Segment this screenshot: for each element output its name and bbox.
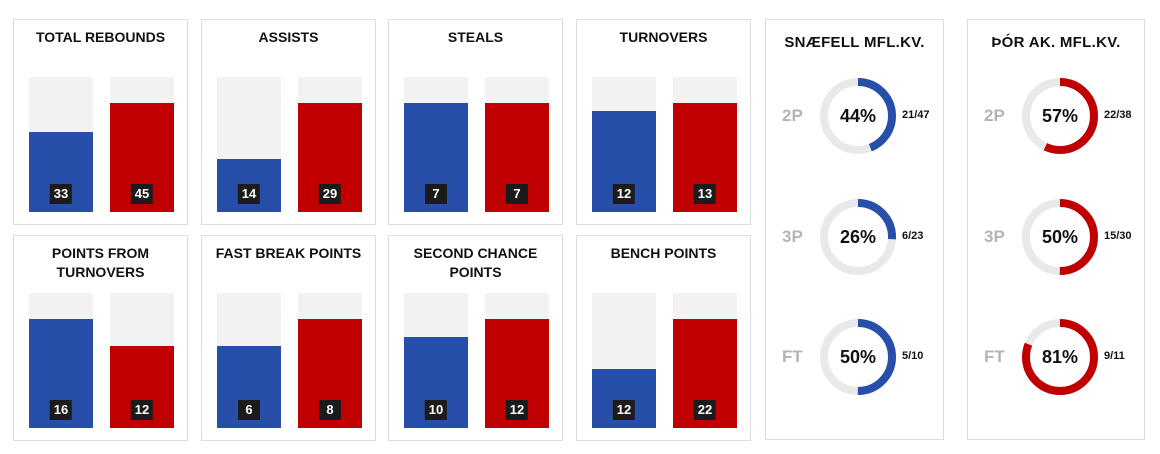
donut-chart: 26% xyxy=(818,197,898,277)
away-bar-track: 7 xyxy=(485,77,549,212)
away-bar-track: 29 xyxy=(298,77,362,212)
away-value: 7 xyxy=(506,184,528,204)
stat-card-total-rebounds: TOTAL REBOUNDS 33 45 xyxy=(13,19,188,225)
donut-arc xyxy=(1022,199,1098,275)
made-attempted: 21/47 xyxy=(902,109,930,121)
shooting-card-home: SNÆFELL MFL.KV. 2P 44% 21/47 3P 26% 6/23… xyxy=(765,19,944,440)
stat-title: FAST BREAK POINTS xyxy=(215,245,362,261)
shooting-row-ft: FT 81% 9/11 xyxy=(968,317,1144,407)
stat-title: ASSISTS xyxy=(258,29,319,45)
home-value: 33 xyxy=(49,184,73,204)
donut-arc xyxy=(1022,78,1098,154)
donut-chart: 57% xyxy=(1020,76,1100,156)
home-value: 12 xyxy=(612,184,636,204)
away-value: 45 xyxy=(130,184,154,204)
donut-chart: 44% xyxy=(818,76,898,156)
shot-type-label: 2P xyxy=(984,106,1005,125)
stat-card-assists: ASSISTS 14 29 xyxy=(201,19,376,225)
away-bar-track: 12 xyxy=(485,293,549,428)
shot-percentage: 50% xyxy=(1041,227,1079,247)
shot-type-label: FT xyxy=(984,347,1005,366)
stat-title: POINTS FROM TURNOVERS xyxy=(51,245,150,280)
shot-type-label: 2P xyxy=(782,106,803,125)
home-value: 6 xyxy=(238,400,260,420)
team-name: ÞÓR AK. MFL.KV. xyxy=(991,34,1121,51)
shot-percentage: 81% xyxy=(1041,347,1079,367)
shooting-row-3p: 3P 26% 6/23 xyxy=(766,197,943,287)
stat-title: TURNOVERS xyxy=(619,29,708,45)
stat-title: SECOND CHANCE POINTS xyxy=(413,245,538,280)
shooting-row-2p: 2P 44% 21/47 xyxy=(766,76,943,166)
home-value: 7 xyxy=(425,184,447,204)
shot-type-label: FT xyxy=(782,347,803,366)
home-value: 14 xyxy=(237,184,261,204)
stat-card-points-from-turnovers: POINTS FROM TURNOVERS 16 12 xyxy=(13,235,188,441)
home-bar-track: 14 xyxy=(217,77,281,212)
stat-title: TOTAL REBOUNDS xyxy=(35,29,166,45)
shot-percentage: 26% xyxy=(839,227,877,247)
stat-card-steals: STEALS 7 7 xyxy=(388,19,563,225)
shooting-card-away: ÞÓR AK. MFL.KV. 2P 57% 22/38 3P 50% 15/3… xyxy=(967,19,1145,440)
shot-percentage: 57% xyxy=(1041,106,1079,126)
home-bar-track: 33 xyxy=(29,77,93,212)
away-bar-track: 22 xyxy=(673,293,737,428)
made-attempted: 6/23 xyxy=(902,230,924,242)
shooting-row-2p: 2P 57% 22/38 xyxy=(968,76,1144,166)
donut-arc xyxy=(820,78,896,154)
home-value: 16 xyxy=(49,400,73,420)
team-name: SNÆFELL MFL.KV. xyxy=(784,34,925,51)
shot-type-label: 3P xyxy=(782,227,803,246)
shot-percentage: 50% xyxy=(839,347,877,367)
donut-arc xyxy=(820,319,896,395)
shooting-row-ft: FT 50% 5/10 xyxy=(766,317,943,407)
away-bar-track: 12 xyxy=(110,293,174,428)
away-value: 22 xyxy=(693,400,717,420)
away-value: 29 xyxy=(318,184,342,204)
shooting-row-3p: 3P 50% 15/30 xyxy=(968,197,1144,287)
away-value: 13 xyxy=(693,184,717,204)
home-value: 10 xyxy=(424,400,448,420)
made-attempted: 22/38 xyxy=(1104,109,1132,121)
donut-chart: 81% xyxy=(1020,317,1100,397)
stat-card-fast-break-points: FAST BREAK POINTS 6 8 xyxy=(201,235,376,441)
stat-card-turnovers: TURNOVERS 12 13 xyxy=(576,19,751,225)
made-attempted: 15/30 xyxy=(1104,230,1132,242)
away-value: 12 xyxy=(130,400,154,420)
away-value: 12 xyxy=(505,400,529,420)
donut-arc xyxy=(820,199,896,275)
home-bar-track: 12 xyxy=(592,293,656,428)
stat-card-bench-points: BENCH POINTS 12 22 xyxy=(576,235,751,441)
home-bar-track: 7 xyxy=(404,77,468,212)
donut-arc xyxy=(1022,319,1098,395)
away-value: 8 xyxy=(319,400,341,420)
away-bar-track: 45 xyxy=(110,77,174,212)
away-bar-track: 13 xyxy=(673,77,737,212)
home-bar-track: 6 xyxy=(217,293,281,428)
home-bar-track: 12 xyxy=(592,77,656,212)
donut-chart: 50% xyxy=(818,317,898,397)
home-bar-track: 10 xyxy=(404,293,468,428)
home-value: 12 xyxy=(612,400,636,420)
made-attempted: 5/10 xyxy=(902,350,924,362)
donut-chart: 50% xyxy=(1020,197,1100,277)
stat-card-second-chance-points: SECOND CHANCE POINTS 10 12 xyxy=(388,235,563,441)
stat-title: STEALS xyxy=(447,29,504,45)
shot-percentage: 44% xyxy=(839,106,877,126)
stat-title: BENCH POINTS xyxy=(610,245,717,261)
home-bar-track: 16 xyxy=(29,293,93,428)
made-attempted: 9/11 xyxy=(1104,350,1125,362)
away-bar-track: 8 xyxy=(298,293,362,428)
shot-type-label: 3P xyxy=(984,227,1005,246)
